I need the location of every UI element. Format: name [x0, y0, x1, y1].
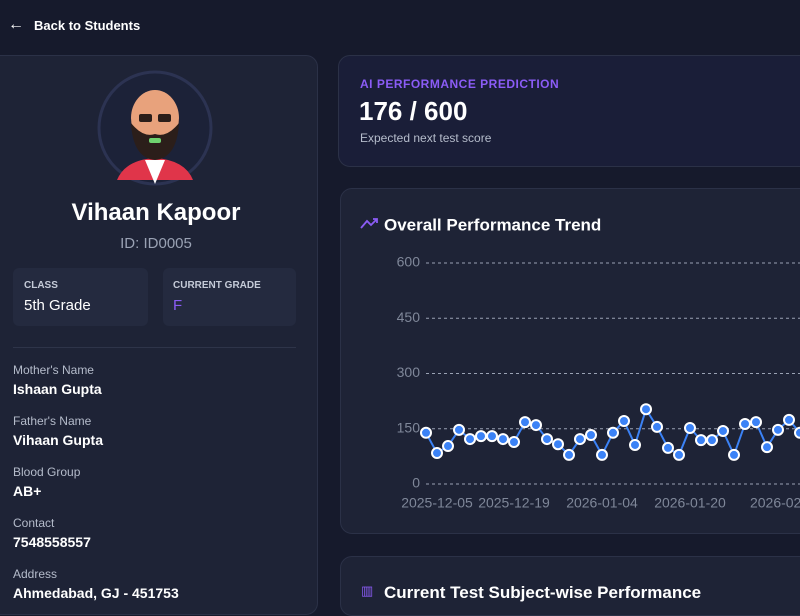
- field-value: Ishaan Gupta: [13, 381, 102, 397]
- field-label: Address: [13, 567, 58, 581]
- data-point: [585, 429, 597, 442]
- data-point: [508, 436, 520, 449]
- data-point: [475, 430, 487, 443]
- data-point: [783, 413, 795, 426]
- data-point: [453, 423, 465, 436]
- field-label: Father's Name: [13, 414, 92, 428]
- avatar: [97, 70, 213, 186]
- data-point: [662, 441, 674, 454]
- field-value: Ahmedabad, GJ - 451753: [13, 585, 179, 601]
- trend-card: [340, 188, 800, 534]
- field-value: AB+: [13, 483, 42, 499]
- data-point: [772, 423, 784, 436]
- data-point: [651, 420, 663, 433]
- data-point: [629, 438, 641, 451]
- data-point: [519, 416, 531, 429]
- prediction-title: AI PERFORMANCE PREDICTION: [360, 77, 560, 91]
- trend-chart: Overall Performance Trend 0 150 300 450 600 2…: [360, 215, 800, 511]
- data-point: [750, 416, 762, 429]
- data-point: [486, 430, 498, 443]
- x-tick-label: 2026-01-04: [566, 495, 638, 511]
- chart-title: Overall Performance Trend: [384, 215, 601, 234]
- data-point: [541, 433, 553, 446]
- data-point: [442, 440, 454, 453]
- data-point: [607, 426, 619, 439]
- trend-icon: [360, 218, 378, 229]
- data-point: [574, 433, 586, 446]
- prediction-card: [338, 55, 800, 167]
- x-tick-label: 2025-12-19: [478, 495, 550, 511]
- field-label: Contact: [13, 516, 55, 530]
- data-point: [728, 448, 740, 461]
- data-point: [739, 417, 751, 430]
- field-value: Vihaan Gupta: [13, 432, 103, 448]
- data-point: [717, 424, 729, 437]
- data-point: [618, 415, 630, 428]
- class-box: [13, 268, 148, 326]
- prediction-score: 176 / 600: [359, 96, 468, 126]
- grade-value: F: [173, 297, 183, 314]
- data-point: [794, 426, 800, 439]
- data-point: [761, 441, 773, 454]
- y-tick-label: 150: [397, 419, 421, 435]
- field-label: Blood Group: [13, 465, 81, 479]
- x-tick-label: 2026-01-20: [654, 495, 726, 511]
- field-label: Mother's Name: [13, 363, 94, 377]
- data-point: [673, 448, 685, 461]
- back-arrow[interactable]: ←: [8, 16, 24, 33]
- data-point: [497, 433, 509, 446]
- data-point: [530, 419, 542, 432]
- grade-box: [163, 268, 296, 326]
- x-tick-label: 2026-02-: [750, 495, 800, 511]
- data-point: [464, 433, 476, 446]
- data-point: [684, 422, 696, 435]
- field-value: 7548558557: [13, 534, 91, 550]
- prediction-caption: Expected next test score: [360, 131, 492, 145]
- data-point: [596, 448, 608, 461]
- y-tick-label: 300: [397, 364, 421, 380]
- class-label: CLASS: [24, 280, 58, 291]
- data-point: [420, 426, 432, 439]
- page: ← Back to Students Vihaan Kapoor ID: ID0…: [0, 16, 800, 616]
- divider: [13, 347, 296, 348]
- y-tick-label: 600: [397, 254, 421, 270]
- data-point: [431, 447, 443, 460]
- back-link[interactable]: Back to Students: [34, 18, 141, 33]
- data-point: [695, 434, 707, 447]
- student-name: Vihaan Kapoor: [71, 199, 241, 226]
- data-point: [706, 434, 718, 447]
- subject-icon: ▥: [361, 583, 374, 598]
- x-tick-label: 2025-12-05: [401, 495, 473, 511]
- data-point: [640, 403, 652, 416]
- y-tick-label: 450: [397, 309, 421, 325]
- student-id: ID: ID0005: [120, 235, 192, 252]
- data-point: [563, 448, 575, 461]
- class-value: 5th Grade: [24, 297, 91, 314]
- grade-label: CURRENT GRADE: [173, 280, 261, 291]
- data-point: [552, 438, 564, 451]
- y-tick-label: 0: [412, 475, 420, 491]
- subject-title: Current Test Subject-wise Performance: [384, 583, 702, 602]
